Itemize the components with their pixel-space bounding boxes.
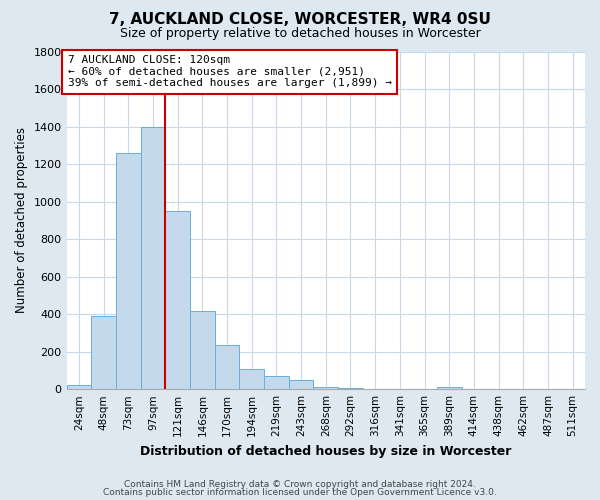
Bar [239,368,264,389]
Text: Contains HM Land Registry data © Crown copyright and database right 2024.: Contains HM Land Registry data © Crown c… [124,480,476,489]
Y-axis label: Number of detached properties: Number of detached properties [15,128,28,314]
Bar [264,376,289,389]
Bar [313,388,338,389]
Bar [437,387,461,389]
Bar [289,380,313,389]
Bar [215,345,239,389]
Bar [140,126,165,389]
Text: 7, AUCKLAND CLOSE, WORCESTER, WR4 0SU: 7, AUCKLAND CLOSE, WORCESTER, WR4 0SU [109,12,491,28]
Text: 7 AUCKLAND CLOSE: 120sqm
← 60% of detached houses are smaller (2,951)
39% of sem: 7 AUCKLAND CLOSE: 120sqm ← 60% of detach… [68,56,392,88]
Bar [363,388,388,389]
Text: Size of property relative to detached houses in Worcester: Size of property relative to detached ho… [119,28,481,40]
Bar [165,211,190,389]
X-axis label: Distribution of detached houses by size in Worcester: Distribution of detached houses by size … [140,444,511,458]
Bar [190,312,215,389]
Bar [67,386,91,389]
Bar [338,388,363,389]
Text: Contains public sector information licensed under the Open Government Licence v3: Contains public sector information licen… [103,488,497,497]
Bar [91,316,116,389]
Bar [116,153,140,389]
